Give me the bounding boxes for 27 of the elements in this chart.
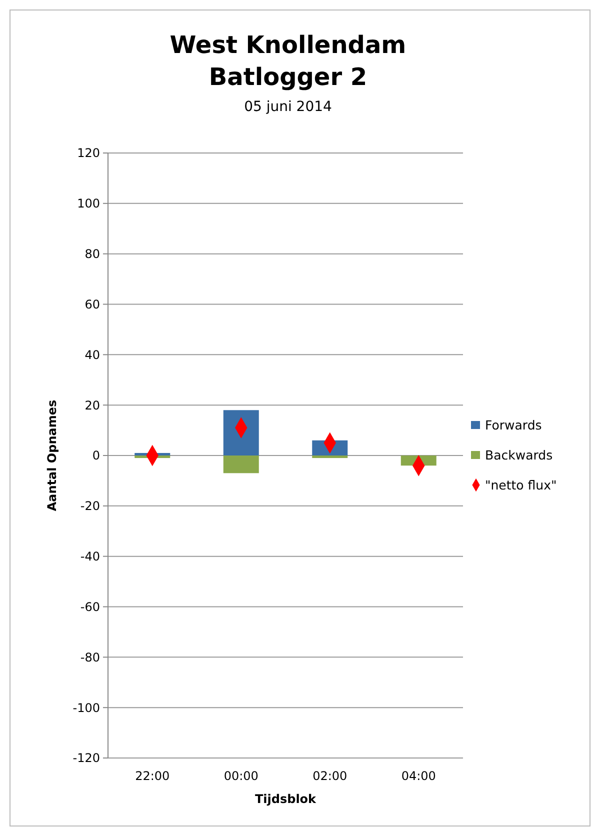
y-tick-label: -100 xyxy=(72,700,100,715)
x-tick-label: 22:00 xyxy=(135,769,170,783)
x-axis-title: Tijdsblok xyxy=(254,792,318,806)
legend-label: Forwards xyxy=(485,417,542,432)
x-tick-label: 04:00 xyxy=(401,769,436,783)
x-tick-label: 02:00 xyxy=(312,769,348,783)
chart-subtitle: 05 juni 2014 xyxy=(244,99,332,115)
y-tick-label: -80 xyxy=(80,650,100,664)
y-tick-label: 0 xyxy=(92,448,100,463)
bar xyxy=(223,456,259,474)
y-tick-label: 60 xyxy=(84,297,100,312)
y-tick-label: -120 xyxy=(72,751,100,766)
y-tick-label: 80 xyxy=(84,247,100,262)
y-tick-label: -20 xyxy=(80,499,100,514)
bar xyxy=(223,410,259,456)
y-axis-title: Aantal Opnames xyxy=(45,400,59,512)
x-tick-label: 00:00 xyxy=(224,769,258,783)
bar xyxy=(312,456,348,458)
legend-label: Backwards xyxy=(485,447,553,462)
y-tick-label: 20 xyxy=(84,398,100,412)
legend-label: "netto flux" xyxy=(485,477,557,492)
y-tick-label: 120 xyxy=(77,146,100,160)
y-tick-label: -40 xyxy=(80,550,100,564)
y-tick-label: 40 xyxy=(84,348,100,362)
y-tick-label: 100 xyxy=(77,196,100,211)
chart-title: West Knollendam Batlogger 2 xyxy=(170,31,406,91)
y-tick-label: -60 xyxy=(80,600,100,614)
